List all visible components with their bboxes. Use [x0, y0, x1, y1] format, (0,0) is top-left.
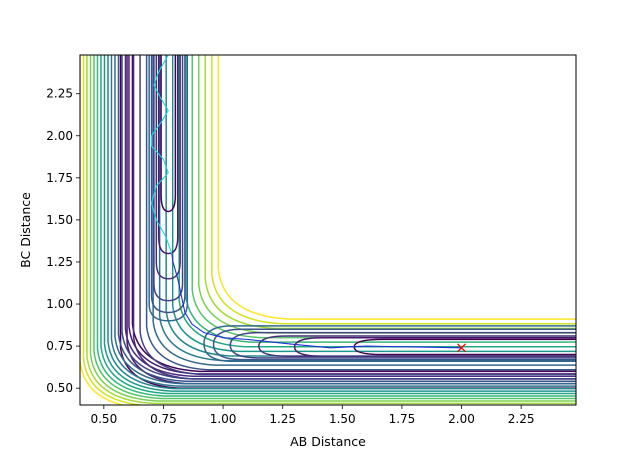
x-tick-label: 0.50 — [90, 412, 117, 426]
y-tick-label: 0.75 — [46, 339, 73, 353]
contour-line — [258, 335, 576, 357]
trajectory-line — [171, 253, 462, 349]
contour-line — [103, 55, 576, 392]
x-tick-label: 1.50 — [329, 412, 356, 426]
contour-line — [165, 55, 576, 357]
x-tick-label: 2.00 — [448, 412, 475, 426]
contour-line — [204, 55, 576, 330]
x-tick-label: 1.75 — [389, 412, 416, 426]
x-axis-label: AB Distance — [290, 434, 366, 449]
contour-line — [203, 325, 576, 362]
contour-line — [100, 55, 576, 395]
contour-line — [86, 55, 576, 405]
y-tick-label: 1.00 — [46, 297, 73, 311]
contour-line — [110, 55, 576, 387]
contour-line — [150, 55, 186, 314]
contour-line — [178, 55, 576, 348]
contour-line — [89, 55, 576, 402]
plot-frame — [79, 54, 577, 406]
contour-line — [82, 55, 149, 405]
y-tick-label: 2.25 — [46, 87, 73, 101]
x-tick-label: 1.25 — [269, 412, 296, 426]
contour-line — [152, 55, 576, 366]
contour-line — [155, 55, 181, 280]
contour-line — [139, 55, 576, 376]
trajectory-layer — [150, 55, 466, 353]
contour-line — [93, 55, 576, 400]
contour-line — [212, 328, 576, 361]
contour-line — [171, 55, 576, 353]
x-tick-label: 2.25 — [508, 412, 535, 426]
x-tick-label: 1.00 — [210, 412, 237, 426]
contour-line — [145, 55, 576, 371]
y-tick-label: 0.50 — [46, 381, 73, 395]
contour-line — [229, 331, 576, 359]
start-point-marker — [457, 343, 466, 353]
contour-line — [121, 55, 576, 380]
y-tick-label: 2.00 — [46, 129, 73, 143]
y-tick-label: 1.25 — [46, 255, 73, 269]
contour-line — [157, 55, 179, 255]
contour-line — [153, 55, 184, 302]
contour-line — [211, 55, 576, 325]
contour-line — [117, 55, 576, 382]
contour-line — [124, 55, 576, 378]
contour-line — [160, 55, 177, 213]
y-tick-label: 1.75 — [46, 171, 73, 185]
y-axis-label: BC Distance — [18, 192, 33, 268]
contour-line — [191, 55, 576, 339]
contour-line — [80, 55, 127, 405]
oscillation-line — [150, 55, 173, 254]
contour-line — [96, 55, 576, 397]
contour-lines — [80, 55, 576, 405]
y-axis-ticks: 0.50 0.75 1.00 1.25 1.50 1.75 2.00 2.25 — [46, 87, 80, 395]
contour-line — [217, 55, 576, 320]
contour-line — [114, 55, 576, 385]
contour-line — [107, 55, 576, 390]
x-tick-label: 0.75 — [150, 412, 177, 426]
contour-line — [184, 55, 576, 343]
x-axis-ticks: 0.50 0.75 1.00 1.25 1.50 1.75 2.00 2.25 — [90, 405, 535, 426]
y-tick-label: 1.50 — [46, 213, 73, 227]
contour-line — [148, 55, 189, 322]
